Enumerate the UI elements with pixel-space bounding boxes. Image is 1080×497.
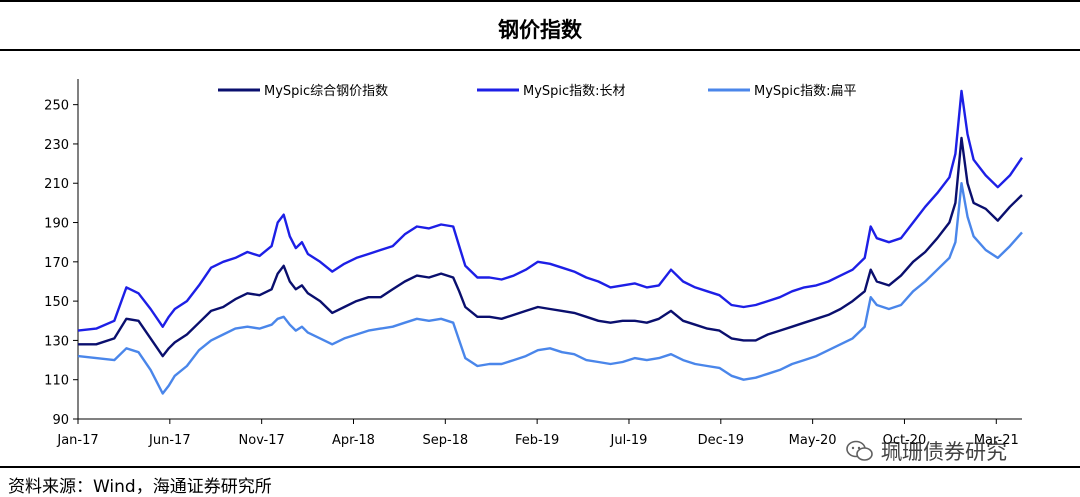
source-rule <box>0 466 1080 468</box>
legend: MySpic综合钢价指数 MySpic指数:长材 MySpic指数:扁平 <box>218 84 857 99</box>
chart-title: 钢价指数 <box>498 18 582 42</box>
x-tick-label: Feb-19 <box>515 433 559 448</box>
watermark-text: 珮珊债券研究 <box>881 440 1007 464</box>
x-tick-label: Mar-21 <box>974 433 1019 448</box>
x-tick-label: Dec-19 <box>698 433 744 448</box>
legend-label-0: MySpic综合钢价指数 <box>264 84 388 99</box>
watermark: 珮珊债券研究 <box>845 436 1007 466</box>
y-tick-label: 130 <box>44 334 69 349</box>
legend-label-1: MySpic指数:长材 <box>523 84 626 99</box>
x-tick-label: Jan-17 <box>56 433 98 448</box>
y-tick-label: 110 <box>44 374 69 389</box>
line-chart: MySpic综合钢价指数 MySpic指数:长材 MySpic指数:扁平 90 110… <box>44 79 1023 448</box>
axes: 90 110 130 150 170 190 210 230 250 Jan-17 Jun-17 No… <box>44 79 1022 448</box>
wechat-icon <box>846 440 873 461</box>
series-line-1 <box>77 89 1023 332</box>
title-rule <box>0 49 1080 51</box>
series-line-2 <box>77 182 1023 395</box>
x-tick-label: Apr-18 <box>332 433 375 448</box>
y-tick-label: 230 <box>44 138 69 153</box>
y-tick-label: 250 <box>44 99 69 114</box>
source-note: 资料来源：Wind，海通证券研究所 <box>8 477 272 497</box>
top-rule <box>0 0 1080 2</box>
legend-label-2: MySpic指数:扁平 <box>754 84 857 99</box>
x-tick-label: May-20 <box>789 433 837 448</box>
series-lines <box>77 89 1023 395</box>
x-tick-label: Jul-19 <box>610 433 648 448</box>
y-tick-label: 210 <box>44 177 69 192</box>
series-line-0 <box>78 136 1023 358</box>
y-tick-label: 90 <box>52 413 69 428</box>
y-tick-label: 150 <box>44 295 69 310</box>
x-tick-label: Jun-17 <box>148 433 191 448</box>
y-tick-label: 190 <box>44 217 69 232</box>
x-tick-label: Sep-18 <box>422 433 468 448</box>
x-tick-label: Oct-20 <box>883 433 927 448</box>
y-tick-label: 170 <box>44 256 69 271</box>
x-tick-label: Nov-17 <box>239 433 285 448</box>
